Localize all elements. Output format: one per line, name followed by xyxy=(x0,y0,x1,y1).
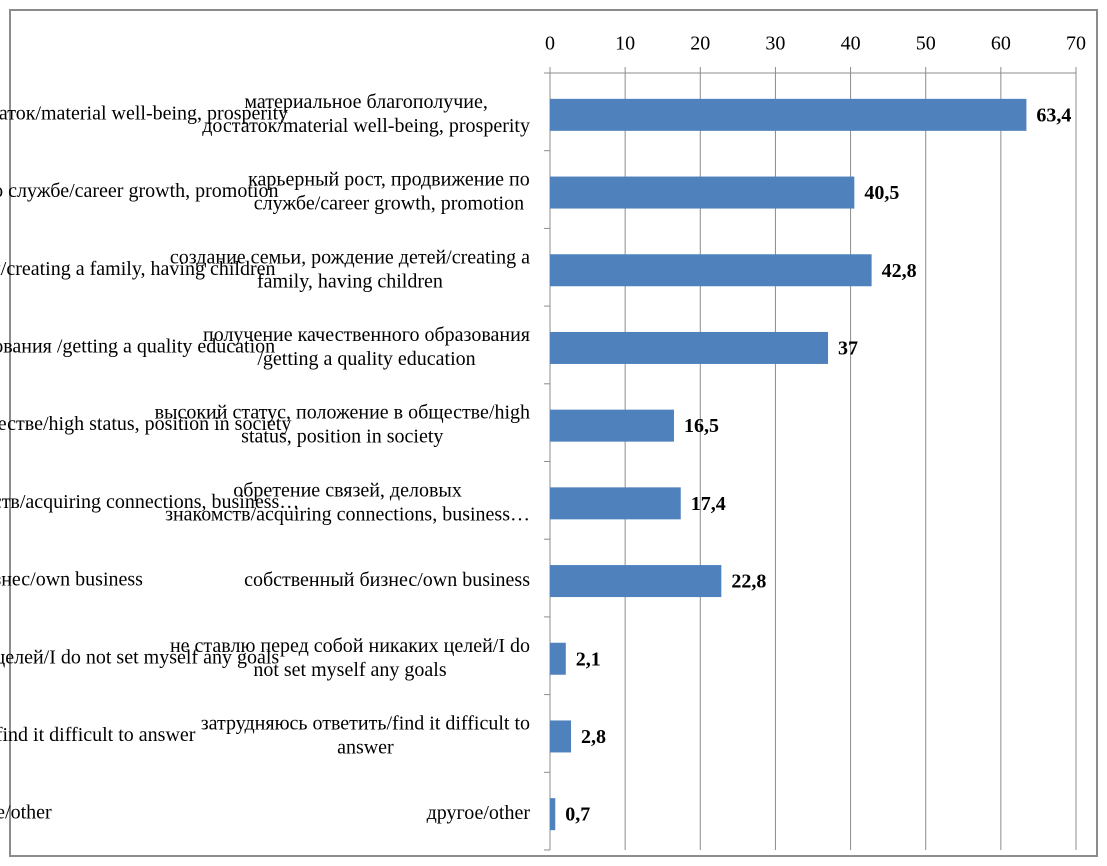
y-tick-label-line: затрудняюсь ответить/find it difficult t… xyxy=(201,712,530,734)
bar xyxy=(550,642,566,675)
x-tick-label: 60 xyxy=(991,33,1011,55)
bar xyxy=(550,487,681,520)
y-tick-label-line: другое/other xyxy=(427,802,531,824)
y-tick-label-line: not set myself any goals xyxy=(253,658,447,680)
bar xyxy=(550,254,872,287)
y-tick-label-line: answer xyxy=(337,736,394,758)
x-tick-label: 20 xyxy=(690,33,710,55)
value-label: 22,8 xyxy=(731,571,766,593)
y-tick-label-line: status, position in society xyxy=(241,425,443,447)
x-tick-label: 70 xyxy=(1066,33,1086,55)
y-tick-label-line: материальное благополучие, xyxy=(244,90,487,112)
y-tick-label-line: службе/career growth, promotion xyxy=(254,192,524,214)
y-tick-label: собственный бизнес/own businessсобственн… xyxy=(0,569,530,591)
y-tick-label-line: обретение связей, деловых xyxy=(233,479,462,501)
y-tick-label-line: знакомств/acquiring connections, busines… xyxy=(165,503,530,525)
value-label: 40,5 xyxy=(864,182,899,204)
x-tick-label: 40 xyxy=(841,33,861,55)
value-label: 0,7 xyxy=(565,804,590,826)
x-tick-label: 10 xyxy=(615,33,635,55)
bar xyxy=(550,720,572,753)
value-label: 17,4 xyxy=(691,493,726,515)
bar xyxy=(550,565,722,598)
value-label: 2,8 xyxy=(581,726,606,748)
value-label: 2,1 xyxy=(576,648,601,670)
bar xyxy=(550,331,829,364)
x-tick-label: 0 xyxy=(545,33,555,55)
value-label: 63,4 xyxy=(1036,104,1071,126)
y-tick-label-line: достаток/material well-being, prosperity xyxy=(202,114,530,136)
y-tick-label-line: карьерный рост, продвижение по xyxy=(248,168,530,190)
bar xyxy=(550,98,1027,131)
value-label: 37 xyxy=(838,338,858,360)
y-tick-label-line: не ставлю перед собой никаких целей/I do xyxy=(170,634,530,656)
value-label: 16,5 xyxy=(684,415,719,437)
bar xyxy=(550,409,674,442)
x-tick-label: 30 xyxy=(765,33,785,55)
value-label: 42,8 xyxy=(882,260,917,282)
bar xyxy=(550,176,855,209)
y-tick-label-line: family, having children xyxy=(257,270,443,292)
y-tick-label-line: /getting a quality education xyxy=(257,348,475,370)
y-tick-label-line: создание семьи, рождение детей/creating … xyxy=(170,246,530,268)
y-tick-label-line: высокий статус, положение в обществе/hig… xyxy=(155,401,530,423)
x-tick-label: 50 xyxy=(916,33,936,55)
y-tick-label-line: получение качественного образования xyxy=(203,324,530,346)
y-tick-label-line: собственный бизнес/own business xyxy=(244,569,530,591)
bar xyxy=(550,798,556,831)
